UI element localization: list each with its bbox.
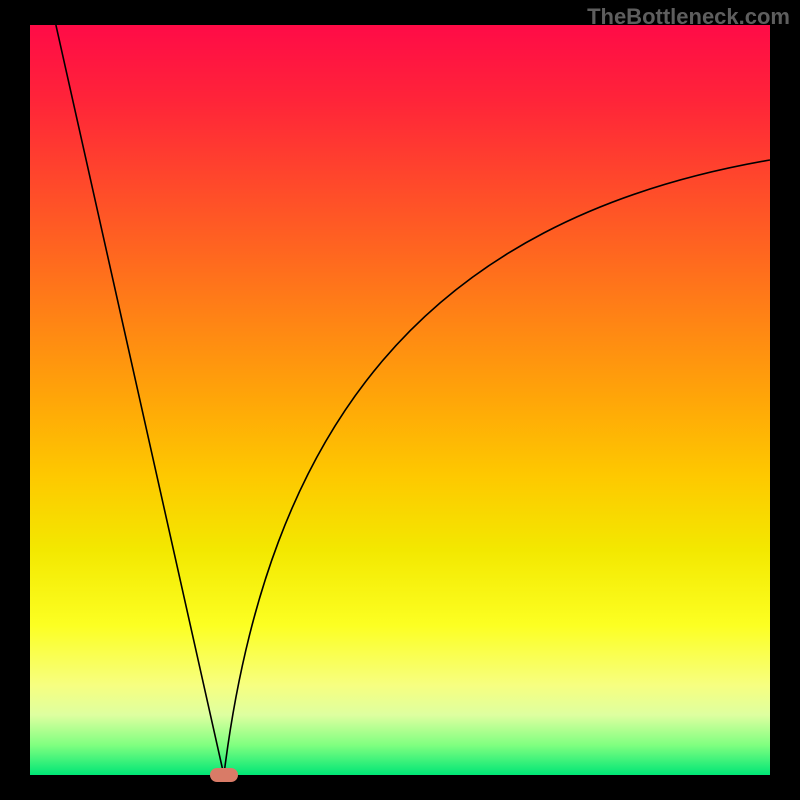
watermark-text: TheBottleneck.com [587, 4, 790, 30]
gradient-background [30, 25, 770, 775]
optimal-point-marker [210, 768, 238, 782]
chart-svg [30, 25, 770, 775]
plot-area [30, 25, 770, 775]
